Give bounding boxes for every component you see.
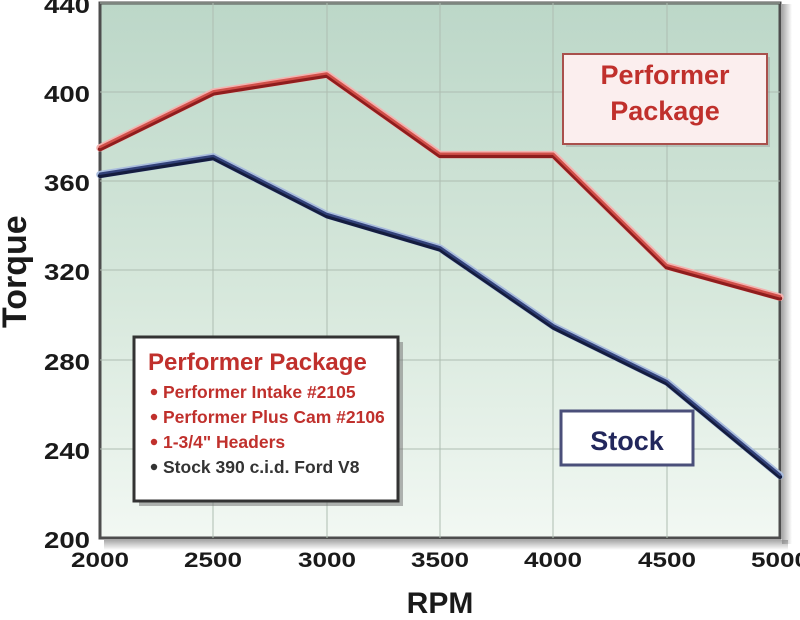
svg-text:1-3/4" Headers: 1-3/4" Headers xyxy=(163,432,285,452)
svg-text:3500: 3500 xyxy=(411,549,469,572)
svg-text:2500: 2500 xyxy=(184,549,242,572)
svg-text:Stock: Stock xyxy=(590,426,665,456)
svg-text:280: 280 xyxy=(44,349,90,375)
svg-text:Torque: Torque xyxy=(0,215,34,328)
svg-text:Performer Intake #2105: Performer Intake #2105 xyxy=(163,382,356,402)
svg-text:Package: Package xyxy=(610,96,720,126)
svg-text:Performer Package: Performer Package xyxy=(148,349,367,376)
svg-text:320: 320 xyxy=(44,259,90,285)
svg-text:Performer: Performer xyxy=(600,60,730,90)
svg-text:5000: 5000 xyxy=(751,549,800,572)
svg-text:400: 400 xyxy=(44,81,90,107)
svg-text:4000: 4000 xyxy=(524,549,582,572)
svg-text:2000: 2000 xyxy=(71,549,129,572)
svg-text:440: 440 xyxy=(44,0,90,18)
svg-text:Stock 390 c.i.d. Ford V8: Stock 390 c.i.d. Ford V8 xyxy=(163,457,360,477)
svg-text:3000: 3000 xyxy=(298,549,356,572)
svg-text:RPM: RPM xyxy=(407,587,474,620)
svg-text:Performer Plus Cam #2106: Performer Plus Cam #2106 xyxy=(163,407,385,427)
svg-text:240: 240 xyxy=(44,438,90,464)
svg-text:360: 360 xyxy=(44,170,90,196)
svg-text:4500: 4500 xyxy=(638,549,696,572)
